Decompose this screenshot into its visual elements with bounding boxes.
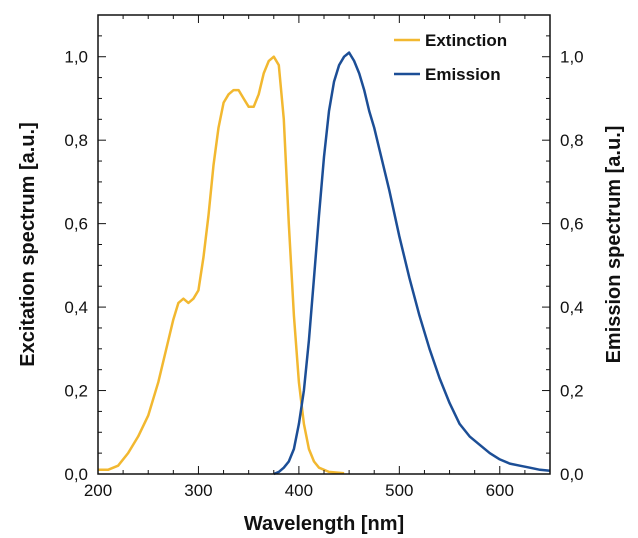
y2-tick-label: 0,6 — [560, 215, 584, 234]
y-tick-label: 0,6 — [64, 215, 88, 234]
axis-ticks — [97, 14, 551, 475]
y2-axis-title: Emission spectrum [a.u.] — [603, 126, 625, 364]
series-line-emission — [273, 51, 551, 476]
x-tick-label: 300 — [184, 481, 212, 500]
y-tick-label: 0,2 — [64, 382, 88, 401]
y-tick-label: 0,8 — [64, 131, 88, 150]
legend: Extinction Emission — [394, 31, 507, 84]
series-line-extinction — [98, 55, 345, 475]
x-tick-label: 200 — [84, 481, 112, 500]
legend-label-extinction: Extinction — [425, 31, 507, 50]
plot-area — [98, 51, 551, 476]
x-tick-label: 400 — [285, 481, 313, 500]
y2-tick-label: 1,0 — [560, 48, 584, 67]
legend-label-emission: Emission — [425, 65, 501, 84]
y-tick-label: 1,0 — [64, 48, 88, 67]
y2-tick-label: 0,2 — [560, 382, 584, 401]
x-tick-label: 500 — [385, 481, 413, 500]
y-axis-title: Excitation spectrum [a.u.] — [17, 122, 39, 367]
x-tick-label: 600 — [486, 481, 514, 500]
y2-tick-label: 0,4 — [560, 298, 584, 317]
y2-tick-label: 0,0 — [560, 465, 584, 484]
x-axis-title: Wavelength [nm] — [244, 513, 404, 535]
y2-tick-label: 0,8 — [560, 131, 584, 150]
tick-labels: 200 300 400 500 600 0,0 0,0 0,2 0,2 0,4 0,4 0,6 0,6 0… — [64, 48, 583, 500]
y-tick-label: 0,4 — [64, 298, 88, 317]
y-tick-label: 0,0 — [64, 465, 88, 484]
